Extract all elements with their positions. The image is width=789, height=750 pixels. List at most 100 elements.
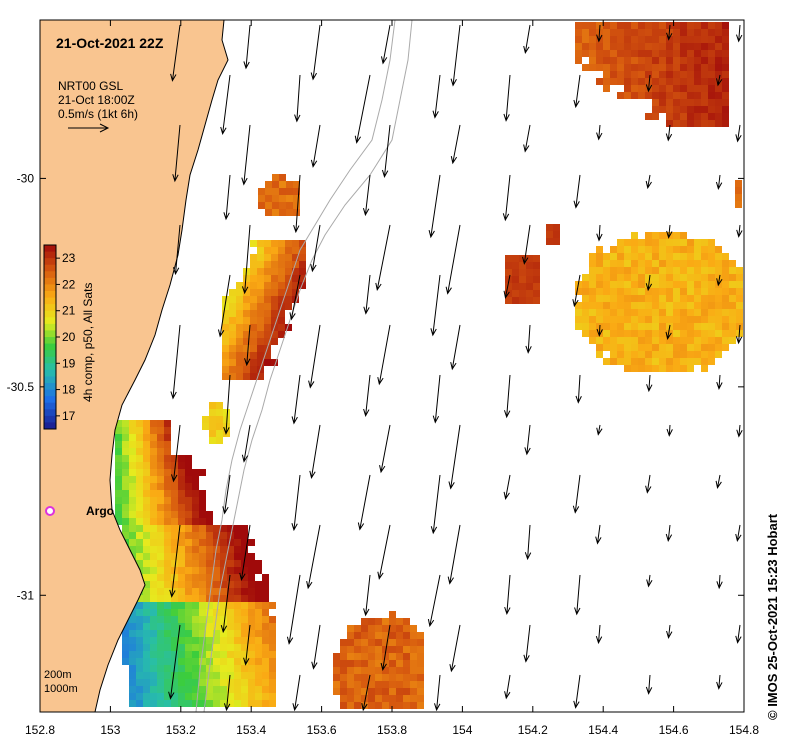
sst-pixel — [243, 303, 250, 310]
sst-pixel — [512, 262, 519, 269]
sst-pixel — [652, 344, 659, 351]
sst-pixel — [164, 644, 171, 651]
sst-pixel — [389, 688, 396, 695]
sst-pixel — [680, 344, 687, 351]
sst-pixel — [652, 50, 659, 57]
sst-pixel — [631, 316, 638, 323]
current-vector — [241, 224, 251, 295]
sst-pixel — [206, 700, 213, 707]
sst-pixel — [701, 246, 708, 253]
sst-pixel — [150, 700, 157, 707]
sst-pixel — [652, 358, 659, 365]
sst-pixel — [192, 595, 199, 602]
sst-pixel — [269, 700, 276, 707]
current-vector — [172, 224, 181, 276]
sst-pixel — [227, 525, 234, 532]
lon-tick-label: 153.8 — [377, 723, 407, 737]
sst-pixel — [255, 693, 262, 700]
sst-pixel — [150, 630, 157, 637]
sst-pixel — [694, 253, 701, 260]
sst-pixel — [157, 644, 164, 651]
sst-pixel — [143, 644, 150, 651]
sst-pixel — [222, 373, 229, 380]
sst-pixel — [389, 681, 396, 688]
colorbar-cell — [44, 350, 56, 358]
sst-pixel — [199, 469, 206, 476]
sst-pixel — [645, 71, 652, 78]
sst-pixel — [589, 316, 596, 323]
sst-pixel — [735, 187, 742, 194]
sst-pixel — [652, 351, 659, 358]
sst-pixel — [722, 267, 729, 274]
sst-pixel — [715, 253, 722, 260]
sst-pixel — [150, 609, 157, 616]
sst-pixel — [164, 518, 171, 525]
sst-pixel — [255, 679, 262, 686]
colorbar-tick-label: 21 — [62, 304, 76, 318]
sst-pixel — [143, 567, 150, 574]
sst-pixel — [255, 560, 262, 567]
sst-pixel — [248, 574, 255, 581]
sst-pixel — [652, 337, 659, 344]
sst-pixel — [596, 267, 603, 274]
sst-pixel — [258, 202, 265, 209]
sst-pixel — [206, 574, 213, 581]
sst-pixel — [122, 469, 129, 476]
sst-pixel — [631, 50, 638, 57]
sst-pixel — [610, 36, 617, 43]
sst-pixel — [680, 330, 687, 337]
sst-pixel — [410, 646, 417, 653]
colorbar-cell — [44, 369, 56, 377]
sst-pixel — [269, 672, 276, 679]
sst-pixel — [624, 57, 631, 64]
sst-pixel — [610, 57, 617, 64]
sst-pixel — [694, 239, 701, 246]
sst-pixel — [241, 679, 248, 686]
sst-pixel — [122, 637, 129, 644]
sst-pixel — [157, 672, 164, 679]
sst-pixel — [617, 57, 624, 64]
current-vector — [645, 74, 653, 93]
sst-pixel — [129, 511, 136, 518]
sst-pixel — [199, 553, 206, 560]
sst-pixel — [157, 434, 164, 441]
current-vector — [716, 74, 723, 87]
sst-pixel — [292, 268, 299, 275]
sst-pixel — [715, 337, 722, 344]
sst-pixel — [582, 330, 589, 337]
sst-pixel — [257, 254, 264, 261]
sst-pixel — [624, 365, 631, 372]
sst-pixel — [241, 546, 248, 553]
sst-pixel — [164, 574, 171, 581]
contour-200m — [195, 19, 396, 713]
sst-pixel — [264, 247, 271, 254]
sst-pixel — [589, 57, 596, 64]
sst-pixel — [143, 637, 150, 644]
sst-pixel — [220, 560, 227, 567]
sst-pixel — [624, 281, 631, 288]
current-vector — [363, 574, 371, 617]
sst-pixel — [715, 260, 722, 267]
sst-pixel — [624, 239, 631, 246]
sst-pixel — [293, 202, 300, 209]
sst-pixel — [192, 546, 199, 553]
sst-pixel — [164, 539, 171, 546]
sst-pixel — [229, 324, 236, 331]
sst-pixel — [729, 274, 736, 281]
sst-pixel — [220, 630, 227, 637]
sst-pixel — [505, 297, 512, 304]
sst-pixel — [271, 359, 278, 366]
sst-pixel — [269, 658, 276, 665]
current-vector — [220, 74, 231, 136]
sst-pixel — [617, 50, 624, 57]
sst-pixel — [333, 688, 340, 695]
sst-pixel — [652, 365, 659, 372]
sst-pixel — [192, 651, 199, 658]
current-vector — [291, 374, 301, 425]
sst-pixel — [255, 700, 262, 707]
sst-pixel — [680, 302, 687, 309]
sst-pixel — [659, 316, 666, 323]
sst-pixel — [248, 567, 255, 574]
sst-pixel — [631, 365, 638, 372]
sst-pixel — [624, 260, 631, 267]
